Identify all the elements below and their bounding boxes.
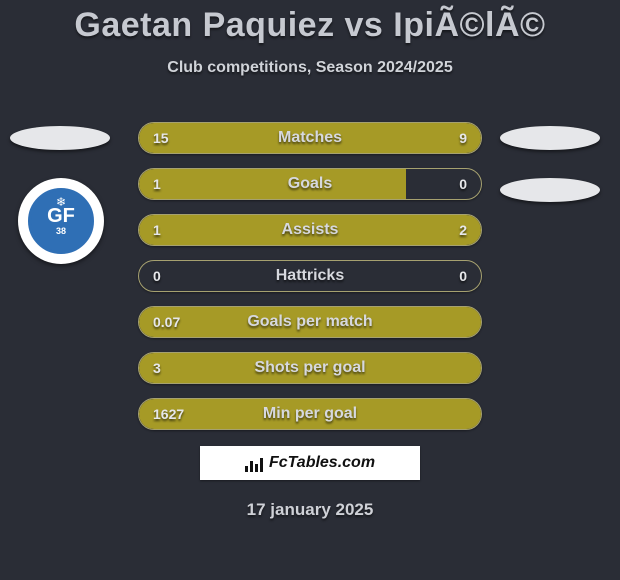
left-team-logo-text: GF: [47, 206, 75, 226]
fctables-label: FcTables.com: [269, 454, 375, 472]
stat-row: 1627Min per goal: [138, 398, 482, 430]
stat-row: 0Hattricks0: [138, 260, 482, 292]
date-label: 17 january 2025: [0, 500, 620, 520]
bar-chart-icon: [245, 454, 263, 472]
stat-row: 1Assists2: [138, 214, 482, 246]
stat-value-right: 9: [459, 123, 467, 153]
stat-label: Shots per goal: [139, 353, 481, 383]
stat-label: Matches: [139, 123, 481, 153]
stat-label: Goals: [139, 169, 481, 199]
left-team-logo-inner: ❄ GF 38: [28, 188, 94, 254]
placeholder-ellipse: [500, 178, 600, 202]
stat-label: Hattricks: [139, 261, 481, 291]
stat-value-right: 2: [459, 215, 467, 245]
stat-row: 3Shots per goal: [138, 352, 482, 384]
stat-row: 1Goals0: [138, 168, 482, 200]
snowflake-icon: ❄: [56, 195, 66, 209]
stat-value-right: 0: [459, 261, 467, 291]
stat-row: 15Matches9: [138, 122, 482, 154]
stat-label: Assists: [139, 215, 481, 245]
stats-container: 15Matches91Goals01Assists20Hattricks00.0…: [138, 122, 482, 444]
placeholder-ellipse: [10, 126, 110, 150]
placeholder-ellipse: [500, 126, 600, 150]
stat-row: 0.07Goals per match: [138, 306, 482, 338]
left-team-logo-sub: 38: [56, 226, 66, 236]
stat-label: Goals per match: [139, 307, 481, 337]
page-title: Gaetan Paquiez vs IpiÃ©lÃ©: [0, 0, 620, 45]
page-subtitle: Club competitions, Season 2024/2025: [0, 59, 620, 77]
stat-label: Min per goal: [139, 399, 481, 429]
stat-value-right: 0: [459, 169, 467, 199]
left-team-logo: ❄ GF 38: [18, 178, 104, 264]
fctables-link[interactable]: FcTables.com: [200, 446, 420, 480]
